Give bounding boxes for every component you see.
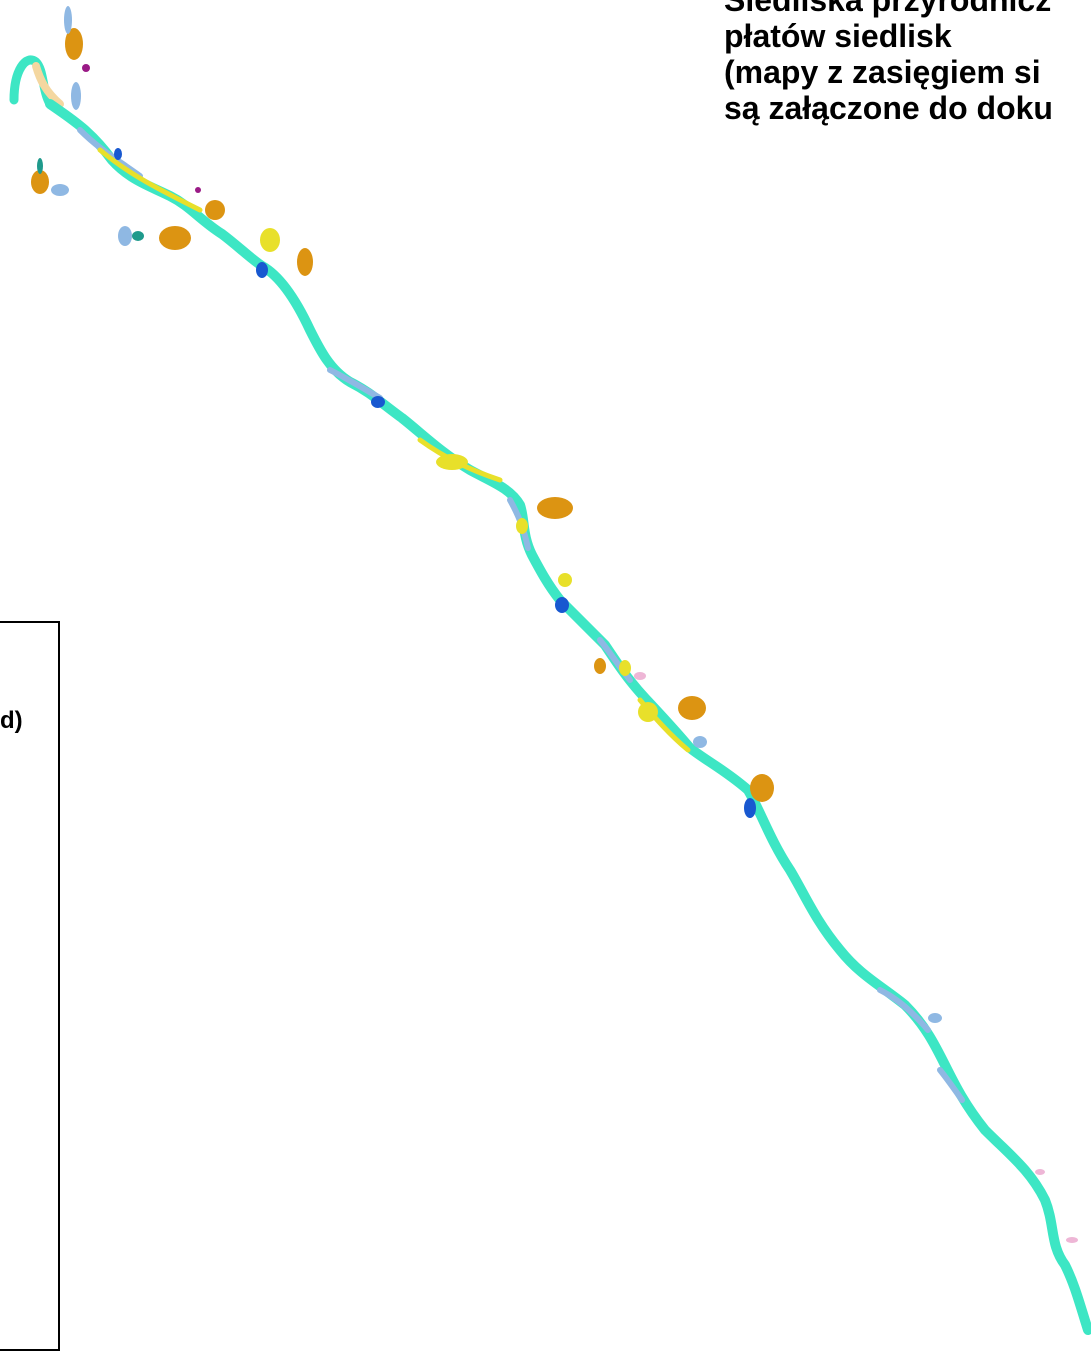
patch-yellow-4: [558, 573, 572, 587]
patch-lightblue-1: [71, 82, 81, 110]
patch-blue-2: [256, 262, 268, 278]
patch-orange-small: [594, 658, 606, 674]
patch-teal-2: [37, 158, 43, 174]
patch-teal-1: [132, 231, 144, 241]
patch-yellow-2: [436, 454, 468, 470]
title-line-3: (mapy z zasięgiem si: [724, 54, 1041, 90]
patch-pink-1: [634, 672, 646, 680]
patch-orange-south-2: [750, 774, 774, 802]
patch-pink-2: [1035, 1169, 1045, 1175]
patch-lightblue-3: [118, 226, 132, 246]
patch-yellow-1: [260, 228, 280, 252]
patch-lightblue-5: [928, 1013, 942, 1023]
patch-purple-1: [82, 64, 90, 72]
patch-blue-3: [371, 396, 385, 408]
patch-pink-3: [1066, 1237, 1078, 1243]
patch-orange-west: [31, 170, 49, 194]
patch-lightblue-north: [64, 6, 72, 34]
patch-orange-cluster-1: [159, 226, 191, 250]
patch-orange-north: [65, 28, 83, 60]
patch-orange-cluster-2: [205, 200, 225, 220]
patch-yellow-5: [638, 702, 658, 722]
patch-orange-south-1: [678, 696, 706, 720]
title-line-1: Siedliska przyrodnicz: [724, 0, 1052, 18]
river-bank-fringe: [77, 127, 965, 1103]
legend-text-fragment: d): [0, 707, 23, 734]
map-title: Siedliska przyrodnicz płatów siedlisk (m…: [724, 0, 1091, 126]
patch-blue-1: [114, 148, 122, 160]
patch-orange-cluster-3: [297, 248, 313, 276]
title-line-2: płatów siedlisk: [724, 18, 952, 54]
patch-yellow-3: [516, 518, 528, 534]
patch-blue-4: [555, 597, 569, 613]
patch-lightblue-2: [51, 184, 69, 196]
river-upper-loop-inner: [32, 62, 64, 108]
river-main-channel: [45, 99, 1091, 1335]
patch-yellow-6: [619, 660, 631, 676]
patch-orange-central: [537, 497, 573, 519]
patch-purple-2: [195, 187, 201, 193]
patch-lightblue-4: [693, 736, 707, 748]
title-line-4: są załączone do doku: [724, 90, 1053, 126]
patch-blue-5: [744, 798, 756, 818]
